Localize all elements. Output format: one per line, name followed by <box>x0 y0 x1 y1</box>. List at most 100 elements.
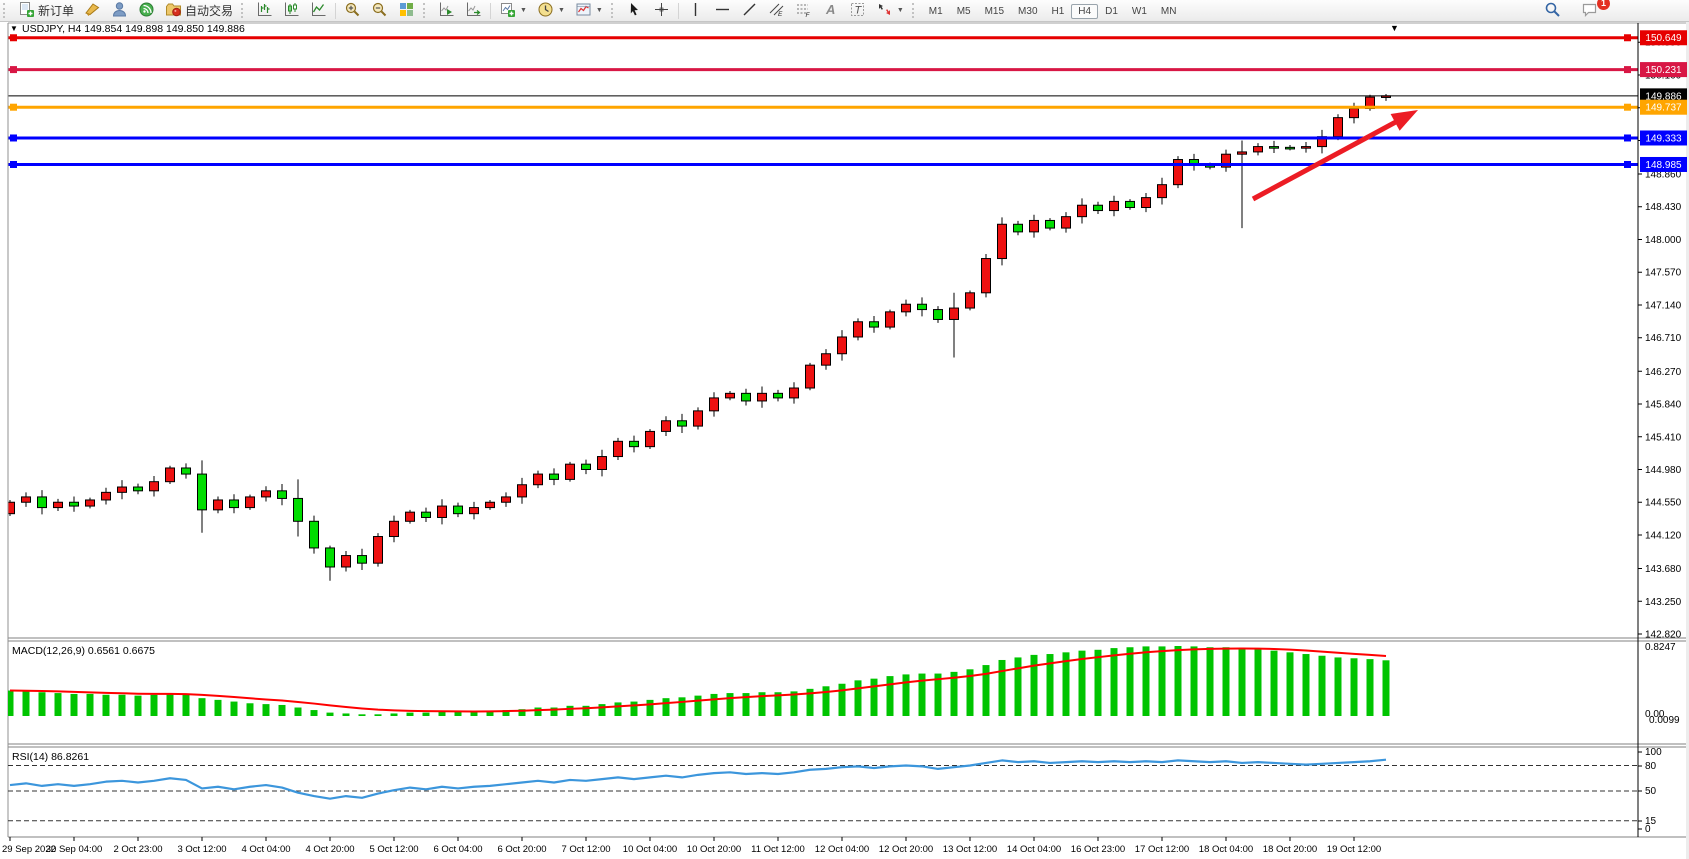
svg-text:142.820: 142.820 <box>1645 630 1682 641</box>
gold-tool-button[interactable] <box>79 0 106 21</box>
chart-canvas[interactable]: ▼ ▼ USDJPY, H4 149.854 149.898 149.850 149… <box>0 22 1689 859</box>
equidistant-channel-icon: E <box>768 1 785 21</box>
hline-handle[interactable] <box>10 34 17 42</box>
timeframe-button-H4[interactable]: H4 <box>1071 3 1099 19</box>
notifications-button[interactable]: 1 <box>1576 0 1610 21</box>
timeframe-button-MN[interactable]: MN <box>1160 5 1177 17</box>
hline-handle[interactable] <box>1624 103 1631 111</box>
svg-text:6 Oct 20:00: 6 Oct 20:00 <box>497 844 546 855</box>
hline-handle[interactable] <box>10 66 17 74</box>
timeframe-button-M15[interactable]: M15 <box>984 5 1005 17</box>
rsi-scale-50: 50 <box>1645 786 1657 797</box>
price-badge-149.333: 149.333 <box>1640 130 1687 146</box>
signal-icon <box>138 1 155 21</box>
chart-candles-button[interactable] <box>278 0 305 21</box>
arrow-annotation[interactable] <box>1251 110 1418 202</box>
zoom-out-icon <box>371 1 388 21</box>
new-order-label: 新订单 <box>38 4 75 18</box>
hline-handle[interactable] <box>1624 66 1631 74</box>
vline-tool-button[interactable] <box>682 0 709 21</box>
zoom-out-button[interactable] <box>366 0 393 21</box>
hline-handle[interactable] <box>1624 134 1631 142</box>
caret-icon: ▼ <box>896 7 904 14</box>
price-badge-148.985: 148.985 <box>1640 156 1687 172</box>
svg-text:4 Oct 20:00: 4 Oct 20:00 <box>305 844 354 855</box>
svg-text:29 Sep 2022: 29 Sep 2022 <box>2 844 56 855</box>
template-icon <box>575 1 592 21</box>
caret-icon: ▼ <box>595 7 603 14</box>
rsi-panel <box>8 758 1638 822</box>
svg-text:30 Sep 04:00: 30 Sep 04:00 <box>46 844 103 855</box>
svg-text:2 Oct 23:00: 2 Oct 23:00 <box>113 844 162 855</box>
svg-text:16 Oct 23:00: 16 Oct 23:00 <box>1071 844 1125 855</box>
svg-text:3 Oct 12:00: 3 Oct 12:00 <box>177 844 226 855</box>
periods-button[interactable]: ▼ <box>532 0 570 21</box>
crosshair-button[interactable] <box>648 0 675 21</box>
rsi-scale-80: 80 <box>1645 761 1657 772</box>
title-marker: ▼ <box>10 24 18 33</box>
rsi-scale-100: 100 <box>1645 747 1662 758</box>
trendline-tool-button[interactable] <box>736 0 763 21</box>
timeframe-button-M30[interactable]: M30 <box>1018 5 1038 17</box>
new-chart-icon <box>499 1 516 21</box>
timeframe-button-H1[interactable]: H1 <box>1051 5 1065 17</box>
hline-handle[interactable] <box>10 160 17 168</box>
arrows-icon <box>876 1 893 21</box>
hline-tool-button[interactable] <box>709 0 736 21</box>
text-tool-button[interactable]: A <box>817 0 844 21</box>
svg-text:147.140: 147.140 <box>1645 300 1682 311</box>
tile-windows-button[interactable] <box>393 0 420 21</box>
svg-text:145.410: 145.410 <box>1645 432 1682 443</box>
svg-text:7 Oct 12:00: 7 Oct 12:00 <box>561 844 610 855</box>
templates-button[interactable]: ▼ <box>570 0 608 21</box>
price-badge-150.231: 150.231 <box>1640 62 1687 78</box>
svg-text:147.570: 147.570 <box>1645 268 1682 279</box>
signals-button[interactable] <box>133 0 160 21</box>
rsi-scale-15: 15 <box>1645 816 1657 827</box>
label-tool-button[interactable]: T <box>844 0 871 21</box>
cursor-icon <box>626 1 643 21</box>
timeframe-button-D1[interactable]: D1 <box>1105 5 1118 17</box>
chart-bars-button[interactable] <box>251 0 278 21</box>
timeframe-group: M1 M5 M15 M30 H1 H4 D1 W1 MN <box>922 3 1184 19</box>
svg-text:11 Oct 12:00: 11 Oct 12:00 <box>751 844 805 855</box>
svg-text:10 Oct 04:00: 10 Oct 04:00 <box>623 844 677 855</box>
notification-badge: 1 <box>1597 0 1610 10</box>
auto-trading-button[interactable]: 自动交易 <box>160 0 238 21</box>
svg-text:18 Oct 04:00: 18 Oct 04:00 <box>1199 844 1253 855</box>
chart-shift-button[interactable] <box>460 0 487 21</box>
hline-handle[interactable] <box>1624 34 1631 42</box>
chart-shift-marker[interactable]: ▼ <box>1390 23 1399 33</box>
timeframe-button-M1[interactable]: M1 <box>928 5 943 17</box>
hline-handle[interactable] <box>1624 160 1631 168</box>
svg-text:146.710: 146.710 <box>1645 333 1682 344</box>
profile-button[interactable] <box>106 0 133 21</box>
crosshair-icon <box>653 1 670 21</box>
zoom-in-button[interactable] <box>339 0 366 21</box>
caret-icon: ▼ <box>557 7 565 14</box>
auto-scroll-button[interactable] <box>433 0 460 21</box>
toolbar-grip <box>3 3 9 18</box>
timeframe-button-M5[interactable]: M5 <box>956 5 971 17</box>
svg-text:146.270: 146.270 <box>1645 367 1682 378</box>
cursor-button[interactable] <box>621 0 648 21</box>
channel-tool-button[interactable]: E <box>763 0 790 21</box>
svg-text:14 Oct 04:00: 14 Oct 04:00 <box>1007 844 1061 855</box>
new-order-button[interactable]: 新订单 <box>13 0 79 21</box>
hline-objects[interactable] <box>8 34 1638 168</box>
search-button[interactable] <box>1539 0 1566 21</box>
arrows-tool-button[interactable]: ▼ <box>871 0 909 21</box>
timeframe-button-W1[interactable]: W1 <box>1131 5 1147 17</box>
fibonacci-tool-button[interactable]: F <box>790 0 817 21</box>
chart-line-button[interactable] <box>305 0 332 21</box>
candlesticks <box>8 94 1391 581</box>
hline-handle[interactable] <box>10 103 17 111</box>
toolbar-grip <box>423 3 429 18</box>
hline-handle[interactable] <box>10 134 17 142</box>
macd-scale-min: 0.0099 <box>1649 715 1680 726</box>
svg-text:17 Oct 12:00: 17 Oct 12:00 <box>1135 844 1189 855</box>
new-chart-button[interactable]: ▼ <box>494 0 532 21</box>
chat-icon <box>1581 1 1598 21</box>
svg-text:12 Oct 20:00: 12 Oct 20:00 <box>879 844 933 855</box>
